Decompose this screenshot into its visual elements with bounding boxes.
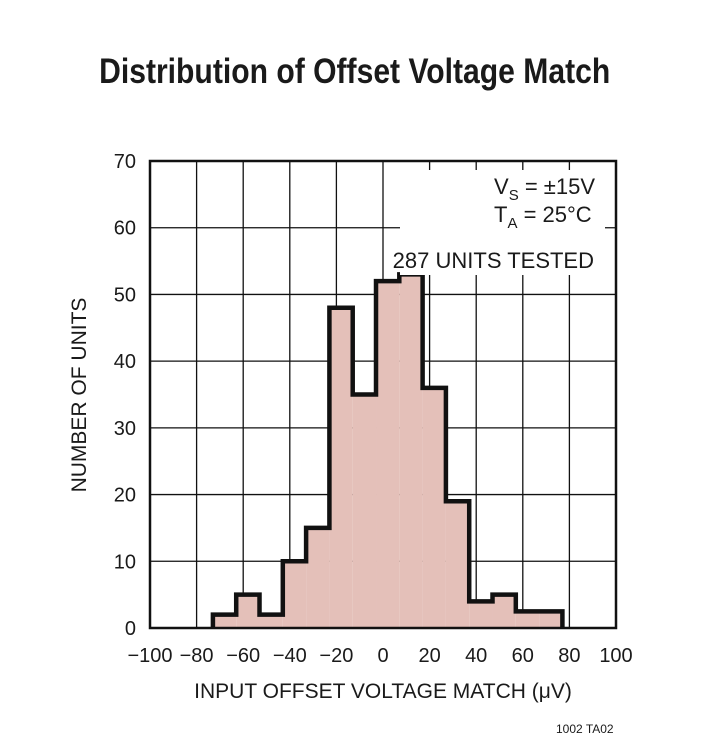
y-tick-label: 20 bbox=[114, 485, 136, 507]
x-tick-label: 0 bbox=[377, 645, 388, 667]
x-tick-label: −80 bbox=[180, 645, 214, 667]
y-tick-label: 0 bbox=[125, 618, 136, 640]
histogram-bar bbox=[283, 561, 306, 628]
x-tick-label: 40 bbox=[465, 645, 487, 667]
histogram-bar bbox=[376, 281, 399, 628]
histogram-bar bbox=[539, 611, 562, 628]
x-tick-label: 60 bbox=[512, 645, 534, 667]
x-tick-label: 100 bbox=[599, 645, 632, 667]
histogram-bar bbox=[236, 595, 259, 628]
histogram-bar bbox=[399, 274, 422, 628]
y-axis-label: NUMBER OF UNITS bbox=[68, 298, 91, 493]
histogram-bar bbox=[446, 501, 469, 628]
x-tick-label: −40 bbox=[273, 645, 307, 667]
y-tick-label: 30 bbox=[114, 418, 136, 440]
y-tick-label: 60 bbox=[114, 218, 136, 240]
y-tick-label: 50 bbox=[114, 284, 136, 306]
histogram-bars bbox=[213, 274, 562, 628]
x-axis-label: INPUT OFFSET VOLTAGE MATCH (μV) bbox=[194, 680, 572, 703]
y-tick-label: 10 bbox=[114, 551, 136, 573]
figure-id: 1002 TA02 bbox=[556, 722, 614, 736]
x-tick-label: 80 bbox=[558, 645, 580, 667]
x-tick-labels: −100 −80 −60 −40 −20 0 20 40 60 80 100 bbox=[127, 645, 632, 667]
y-tick-label: 40 bbox=[114, 351, 136, 373]
histogram-bar bbox=[516, 611, 539, 628]
x-tick-label: −100 bbox=[127, 645, 172, 667]
x-tick-label: 20 bbox=[418, 645, 440, 667]
histogram-bar bbox=[423, 388, 446, 628]
x-tick-label: −60 bbox=[226, 645, 260, 667]
histogram-bar bbox=[329, 308, 352, 628]
histogram-bar bbox=[306, 528, 329, 628]
histogram-bar bbox=[353, 395, 376, 629]
y-tick-label: 70 bbox=[114, 151, 136, 173]
x-tick-label: −20 bbox=[319, 645, 353, 667]
histogram-bar bbox=[493, 595, 516, 628]
histogram-bar bbox=[469, 601, 492, 628]
units-tested-annotation: 287 UNITS TESTED bbox=[393, 248, 594, 273]
y-tick-labels: 0 10 20 30 40 50 60 70 bbox=[114, 151, 136, 640]
